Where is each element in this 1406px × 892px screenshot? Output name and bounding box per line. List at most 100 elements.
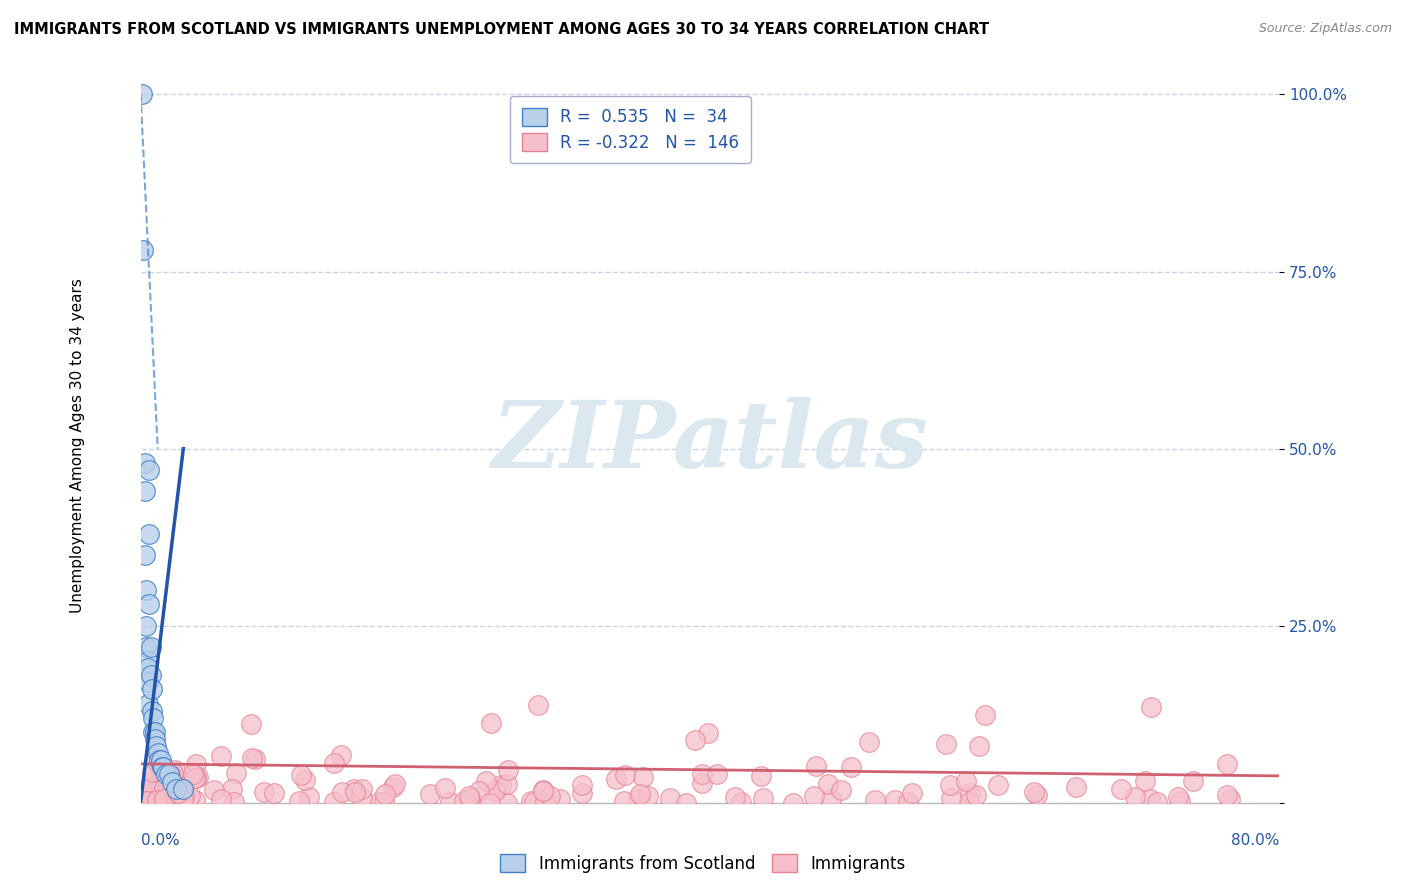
Point [224,795,246,809]
Point [202,782,225,797]
Point [165,781,187,796]
Text: 0.0%: 0.0% [141,833,180,847]
Point [690,767,713,781]
Point [967,739,990,754]
Point [155,767,177,781]
Point [149,761,172,775]
Point [153,793,176,807]
Point [322,795,344,809]
Point [132,785,155,799]
Point [142,711,165,725]
Point [752,791,775,805]
Point [901,786,924,800]
Point [730,795,752,809]
Point [523,795,546,809]
Point [263,786,285,800]
Point [434,780,457,795]
Point [1216,757,1239,772]
Point [613,794,636,808]
Point [479,715,502,730]
Point [184,771,207,785]
Point [571,778,593,792]
Point [181,766,204,780]
Point [163,764,186,778]
Point [142,725,165,739]
Point [613,768,636,782]
Point [806,759,828,773]
Point [143,725,166,739]
Point [136,675,159,690]
Point [965,788,987,802]
Point [987,778,1010,792]
Point [157,776,180,790]
Point [858,735,880,749]
Point [419,788,441,802]
Point [939,791,962,805]
Point [534,794,557,808]
Point [135,583,157,598]
Point [146,746,169,760]
Point [458,791,481,805]
Point [658,791,681,805]
Point [817,777,839,791]
Point [630,788,652,802]
Point [159,766,181,780]
Point [290,768,312,782]
Point [141,704,163,718]
Point [1219,791,1241,805]
Point [343,785,366,799]
Point [294,773,316,788]
Point [526,698,548,712]
Point [1146,795,1168,809]
Point [935,738,957,752]
Point [143,795,166,809]
Point [863,792,886,806]
Point [298,789,321,804]
Point [166,786,188,800]
Point [170,780,193,795]
Point [139,668,162,682]
Point [173,789,195,803]
Point [803,789,825,804]
Point [897,795,920,809]
Point [180,772,202,786]
Point [1123,790,1146,805]
Text: Source: ZipAtlas.com: Source: ZipAtlas.com [1258,22,1392,36]
Point [184,792,207,806]
Point [135,640,157,654]
Text: IMMIGRANTS FROM SCOTLAND VS IMMIGRANTS UNEMPLOYMENT AMONG AGES 30 TO 34 YEARS CO: IMMIGRANTS FROM SCOTLAND VS IMMIGRANTS U… [14,22,990,37]
Point [374,788,396,802]
Point [146,794,169,808]
Point [149,753,172,767]
Point [1216,788,1239,802]
Point [478,796,501,810]
Point [211,749,233,764]
Point [153,792,176,806]
Point [145,739,167,753]
Point [288,794,311,808]
Point [959,787,981,801]
Point [957,795,980,809]
Legend: R =  0.535   N =  34, R = -0.322   N =  146: R = 0.535 N = 34, R = -0.322 N = 146 [510,95,751,163]
Point [830,783,852,797]
Point [468,784,491,798]
Point [184,771,207,785]
Point [1139,792,1161,806]
Point [145,793,167,807]
Point [1111,782,1133,797]
Point [330,785,353,799]
Point [145,753,167,767]
Text: 80.0%: 80.0% [1232,833,1279,847]
Point [138,598,160,612]
Point [820,791,842,805]
Point [136,661,159,675]
Point [150,760,173,774]
Legend: Immigrants from Scotland, Immigrants: Immigrants from Scotland, Immigrants [494,847,912,880]
Text: Unemployment Among Ages 30 to 34 years: Unemployment Among Ages 30 to 34 years [70,278,84,614]
Point [550,792,572,806]
Point [484,784,506,798]
Point [1133,773,1156,788]
Point [839,760,862,774]
Point [138,780,160,795]
Point [631,770,654,784]
